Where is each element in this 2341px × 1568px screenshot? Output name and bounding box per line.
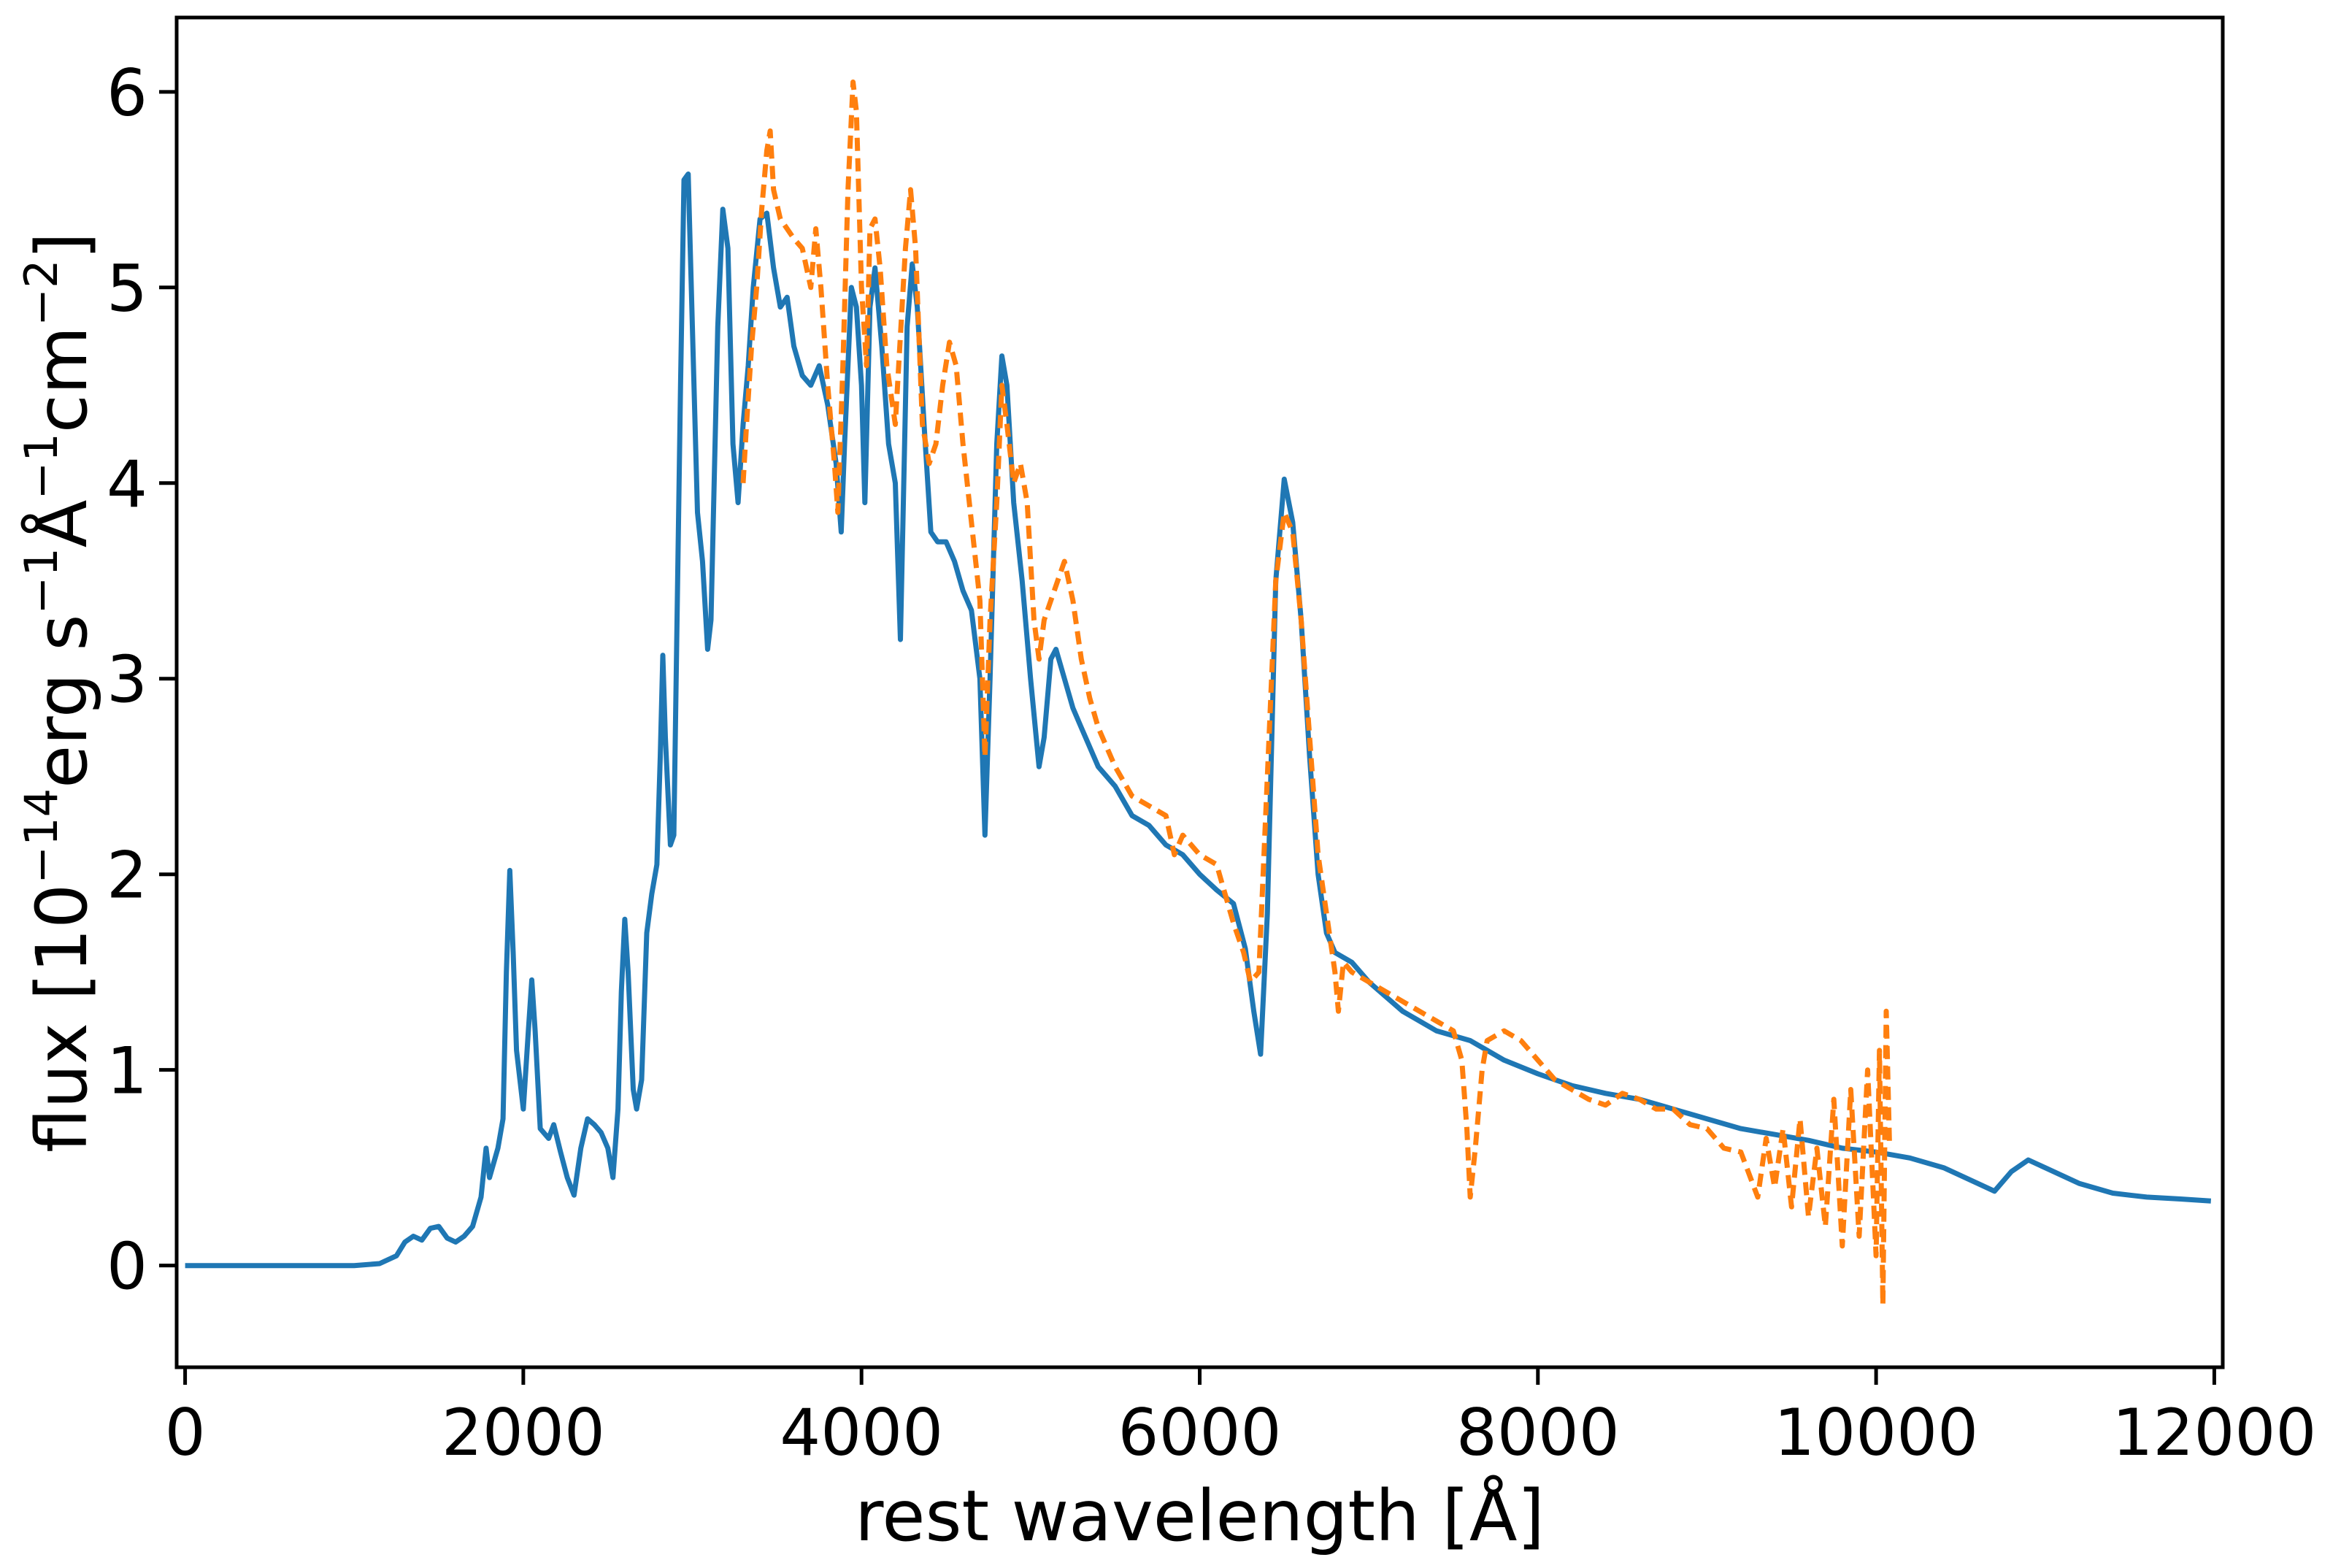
y-label-mid1: erg s (21, 615, 103, 788)
y-label-exp1: −14 (15, 788, 68, 884)
x-axis-label: rest wavelength [Å] (855, 1475, 1545, 1557)
y-label-suffix: ] (21, 232, 103, 259)
y-axis-label: flux [10−14erg s−1Å−1cm−2] (15, 232, 103, 1153)
x-tick-label: 12000 (2112, 1395, 2316, 1470)
series-line-2 (740, 79, 1893, 1307)
y-tick-label: 3 (107, 642, 147, 718)
y-label-mid2: Å (20, 500, 103, 548)
series-line-1 (185, 171, 2212, 1269)
x-tick-label: 2000 (442, 1395, 605, 1470)
y-tick-label: 0 (107, 1229, 147, 1304)
x-tick-label: 8000 (1456, 1395, 1620, 1470)
y-tick-label: 1 (107, 1034, 147, 1109)
y-label-prefix: flux [10 (21, 884, 103, 1153)
x-tick-label: 6000 (1118, 1395, 1282, 1470)
y-label-exp2: −1 (15, 547, 68, 614)
plot-frame (174, 15, 2225, 1369)
x-tick-label: 0 (165, 1395, 206, 1470)
y-tick-label: 2 (107, 838, 147, 913)
y-tick-label: 5 (107, 251, 147, 326)
y-tick-label: 4 (107, 447, 147, 522)
y-label-exp4: −2 (15, 259, 68, 326)
x-tick-label: 10000 (1774, 1395, 1978, 1470)
y-tick-label: 6 (107, 55, 147, 131)
y-label-exp3: −1 (15, 433, 68, 499)
series-layer (185, 79, 2212, 1307)
tick-layer: 0 2000 4000 6000 8000 10000 12000 0 1 2 3 4 5 6 (107, 55, 2316, 1470)
x-tick-label: 4000 (780, 1395, 943, 1470)
y-label-mid3: cm (21, 326, 103, 433)
